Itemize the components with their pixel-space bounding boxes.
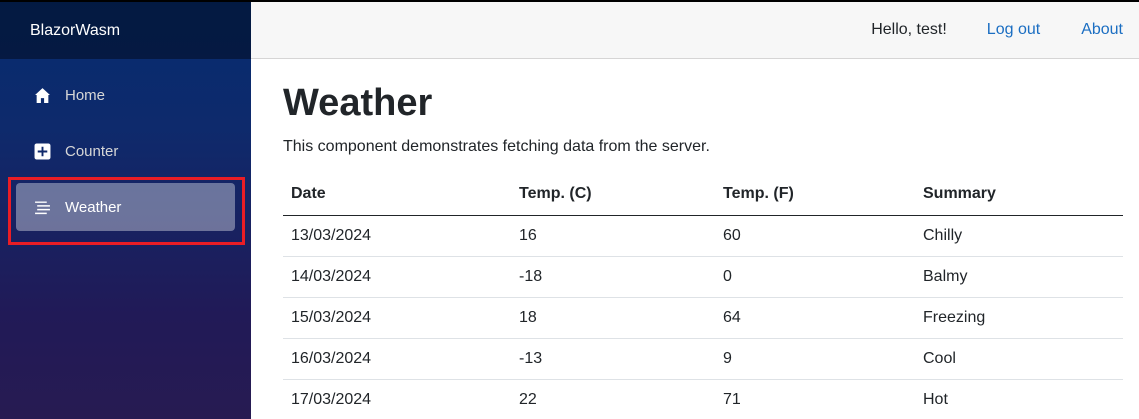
table-row: 14/03/2024 -18 0 Balmy xyxy=(283,256,1123,298)
page-title: Weather xyxy=(283,82,433,124)
nav-item-label: Weather xyxy=(65,198,122,216)
nav-item-label: Counter xyxy=(65,142,119,160)
plus-square-icon xyxy=(34,143,51,160)
cell-temp-f: 9 xyxy=(715,338,915,380)
list-icon xyxy=(34,199,51,216)
table-row: 17/03/2024 22 71 Hot xyxy=(283,379,1123,419)
brand-link[interactable]: BlazorWasm xyxy=(30,21,121,39)
main-content: Weather This component demonstrates fetc… xyxy=(283,59,1123,419)
weather-table: Date Temp. (C) Temp. (F) Summary 13/03/2… xyxy=(283,174,1123,419)
column-header-date: Date xyxy=(283,174,511,216)
cell-date: 13/03/2024 xyxy=(283,215,511,257)
cell-temp-c: -13 xyxy=(511,338,715,380)
cell-date: 14/03/2024 xyxy=(283,256,511,298)
cell-summary: Balmy xyxy=(915,256,1123,298)
nav-item-counter[interactable]: Counter xyxy=(16,127,235,175)
cell-temp-c: 16 xyxy=(511,215,715,257)
sidebar: BlazorWasm Home Counter Weather xyxy=(0,0,251,419)
cell-summary: Freezing xyxy=(915,297,1123,339)
nav-menu: Home Counter Weather xyxy=(0,59,251,231)
column-header-temp-c: Temp. (C) xyxy=(511,174,715,216)
cell-temp-f: 71 xyxy=(715,379,915,419)
cell-summary: Hot xyxy=(915,379,1123,419)
top-bar: Hello, test! Log out About xyxy=(251,0,1139,59)
cell-temp-c: -18 xyxy=(511,256,715,298)
cell-temp-f: 60 xyxy=(715,215,915,257)
cell-temp-c: 18 xyxy=(511,297,715,339)
cell-summary: Chilly xyxy=(915,215,1123,257)
cell-date: 17/03/2024 xyxy=(283,379,511,419)
column-header-temp-f: Temp. (F) xyxy=(715,174,915,216)
cell-date: 15/03/2024 xyxy=(283,297,511,339)
nav-item-label: Home xyxy=(65,86,106,104)
nav-item-weather[interactable]: Weather xyxy=(16,183,235,231)
table-row: 15/03/2024 18 64 Freezing xyxy=(283,297,1123,339)
cell-temp-f: 64 xyxy=(715,297,915,339)
about-link[interactable]: About xyxy=(1081,21,1123,38)
table-row: 13/03/2024 16 60 Chilly xyxy=(283,215,1123,257)
cell-temp-f: 0 xyxy=(715,256,915,298)
table-row: 16/03/2024 -13 9 Cool xyxy=(283,338,1123,380)
nav-item-home[interactable]: Home xyxy=(16,71,235,119)
table-header-row: Date Temp. (C) Temp. (F) Summary xyxy=(283,174,1123,216)
page-intro: This component demonstrates fetching dat… xyxy=(283,138,710,155)
column-header-summary: Summary xyxy=(915,174,1123,216)
cell-temp-c: 22 xyxy=(511,379,715,419)
home-icon xyxy=(34,87,51,104)
cell-summary: Cool xyxy=(915,338,1123,380)
cell-date: 16/03/2024 xyxy=(283,338,511,380)
brand-bar: BlazorWasm xyxy=(0,2,251,59)
user-greeting: Hello, test! xyxy=(871,21,947,38)
logout-link[interactable]: Log out xyxy=(986,21,1041,38)
